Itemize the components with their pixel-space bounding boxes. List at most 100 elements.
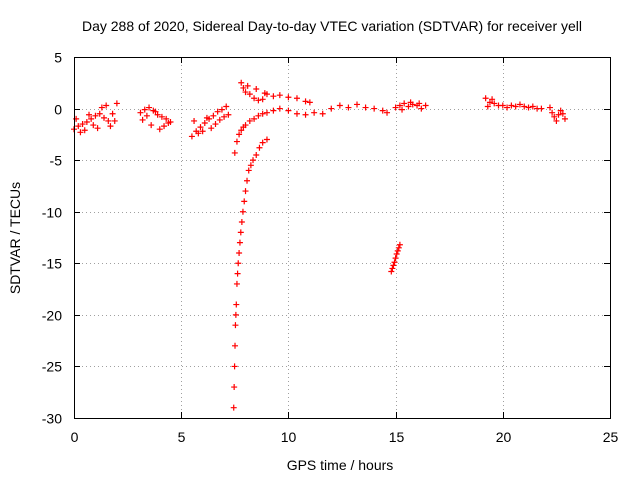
data-point (302, 111, 309, 118)
data-point (231, 149, 238, 156)
data-point (234, 270, 241, 277)
data-point (259, 139, 266, 146)
data-point (255, 112, 262, 119)
data-point (212, 121, 219, 128)
y-tick-label: -30 (42, 411, 62, 427)
data-point (253, 85, 260, 92)
data-point (109, 110, 116, 117)
data-point (231, 384, 238, 391)
y-tick-label: -25 (42, 359, 62, 375)
plot-frame (74, 57, 611, 419)
data-point (197, 124, 204, 131)
data-point (163, 115, 170, 122)
data-point (141, 106, 148, 113)
data-point (407, 99, 414, 106)
grid-lines (74, 57, 610, 418)
data-point (388, 268, 395, 275)
data-point (232, 322, 239, 329)
data-point (559, 110, 566, 117)
data-point (306, 99, 313, 106)
data-point (94, 125, 101, 132)
data-point (139, 116, 146, 123)
data-point (261, 90, 268, 97)
data-point (512, 103, 519, 110)
data-point (238, 219, 245, 226)
data-point (143, 112, 150, 119)
data-point (188, 133, 195, 140)
data-point (525, 104, 532, 111)
data-point (508, 102, 515, 109)
data-point (241, 198, 248, 205)
data-point (311, 109, 318, 116)
data-point (225, 111, 232, 118)
data-point (75, 123, 82, 130)
data-point (236, 131, 243, 138)
data-point (233, 138, 240, 145)
data-point (354, 101, 361, 108)
data-point (242, 122, 249, 129)
data-point (549, 109, 556, 116)
data-point (263, 136, 270, 143)
data-point (152, 108, 159, 115)
data-point (221, 113, 228, 120)
data-point (199, 128, 206, 135)
data-point (362, 104, 369, 111)
data-point (88, 115, 95, 122)
data-point (336, 102, 343, 109)
data-point (538, 105, 545, 112)
data-point (328, 105, 335, 112)
data-point (255, 97, 262, 104)
data-point (240, 84, 247, 91)
data-point (242, 89, 249, 96)
data-point (101, 114, 108, 121)
data-point (203, 114, 210, 121)
data-point (232, 342, 239, 349)
data-point (396, 102, 403, 109)
data-point (216, 116, 223, 123)
x-tick-label: 0 (71, 429, 79, 445)
data-point (394, 247, 401, 254)
data-point (482, 95, 489, 102)
data-point (395, 244, 402, 251)
data-point (244, 82, 251, 89)
data-point (422, 102, 429, 109)
data-point (489, 96, 496, 103)
data-point (276, 92, 283, 99)
data-point (191, 117, 198, 124)
data-point (379, 107, 386, 114)
data-point (148, 122, 155, 129)
data-point (113, 100, 120, 107)
data-point (90, 122, 97, 129)
data-point (235, 260, 242, 267)
data-point (293, 110, 300, 117)
data-point (81, 127, 88, 134)
data-point (233, 280, 240, 287)
y-tick-label: 0 (54, 102, 62, 118)
series-seg9 (482, 95, 545, 112)
data-point (236, 239, 243, 246)
data-point (251, 95, 258, 102)
axis-ticks: 0 5 10 15 20 25 5 0 -5 -10 -15 -20 -25 -30 (42, 50, 619, 446)
data-point (293, 95, 300, 102)
data-point (389, 265, 396, 272)
data-point (504, 104, 511, 111)
data-point (390, 262, 397, 269)
data-point (154, 111, 161, 118)
data-point (259, 96, 266, 103)
data-point (165, 120, 172, 127)
series-seg5 (238, 79, 313, 106)
data-point (529, 103, 536, 110)
data-point (246, 117, 253, 124)
data-point (137, 109, 144, 116)
series-seg6 (230, 136, 270, 411)
series-seg1 (71, 100, 120, 136)
data-point (302, 98, 309, 105)
data-point (83, 118, 90, 125)
data-point (405, 103, 412, 110)
data-point (270, 107, 277, 114)
data-point (486, 99, 493, 106)
data-point (218, 106, 225, 113)
data-point (557, 107, 564, 114)
data-point (77, 129, 84, 136)
